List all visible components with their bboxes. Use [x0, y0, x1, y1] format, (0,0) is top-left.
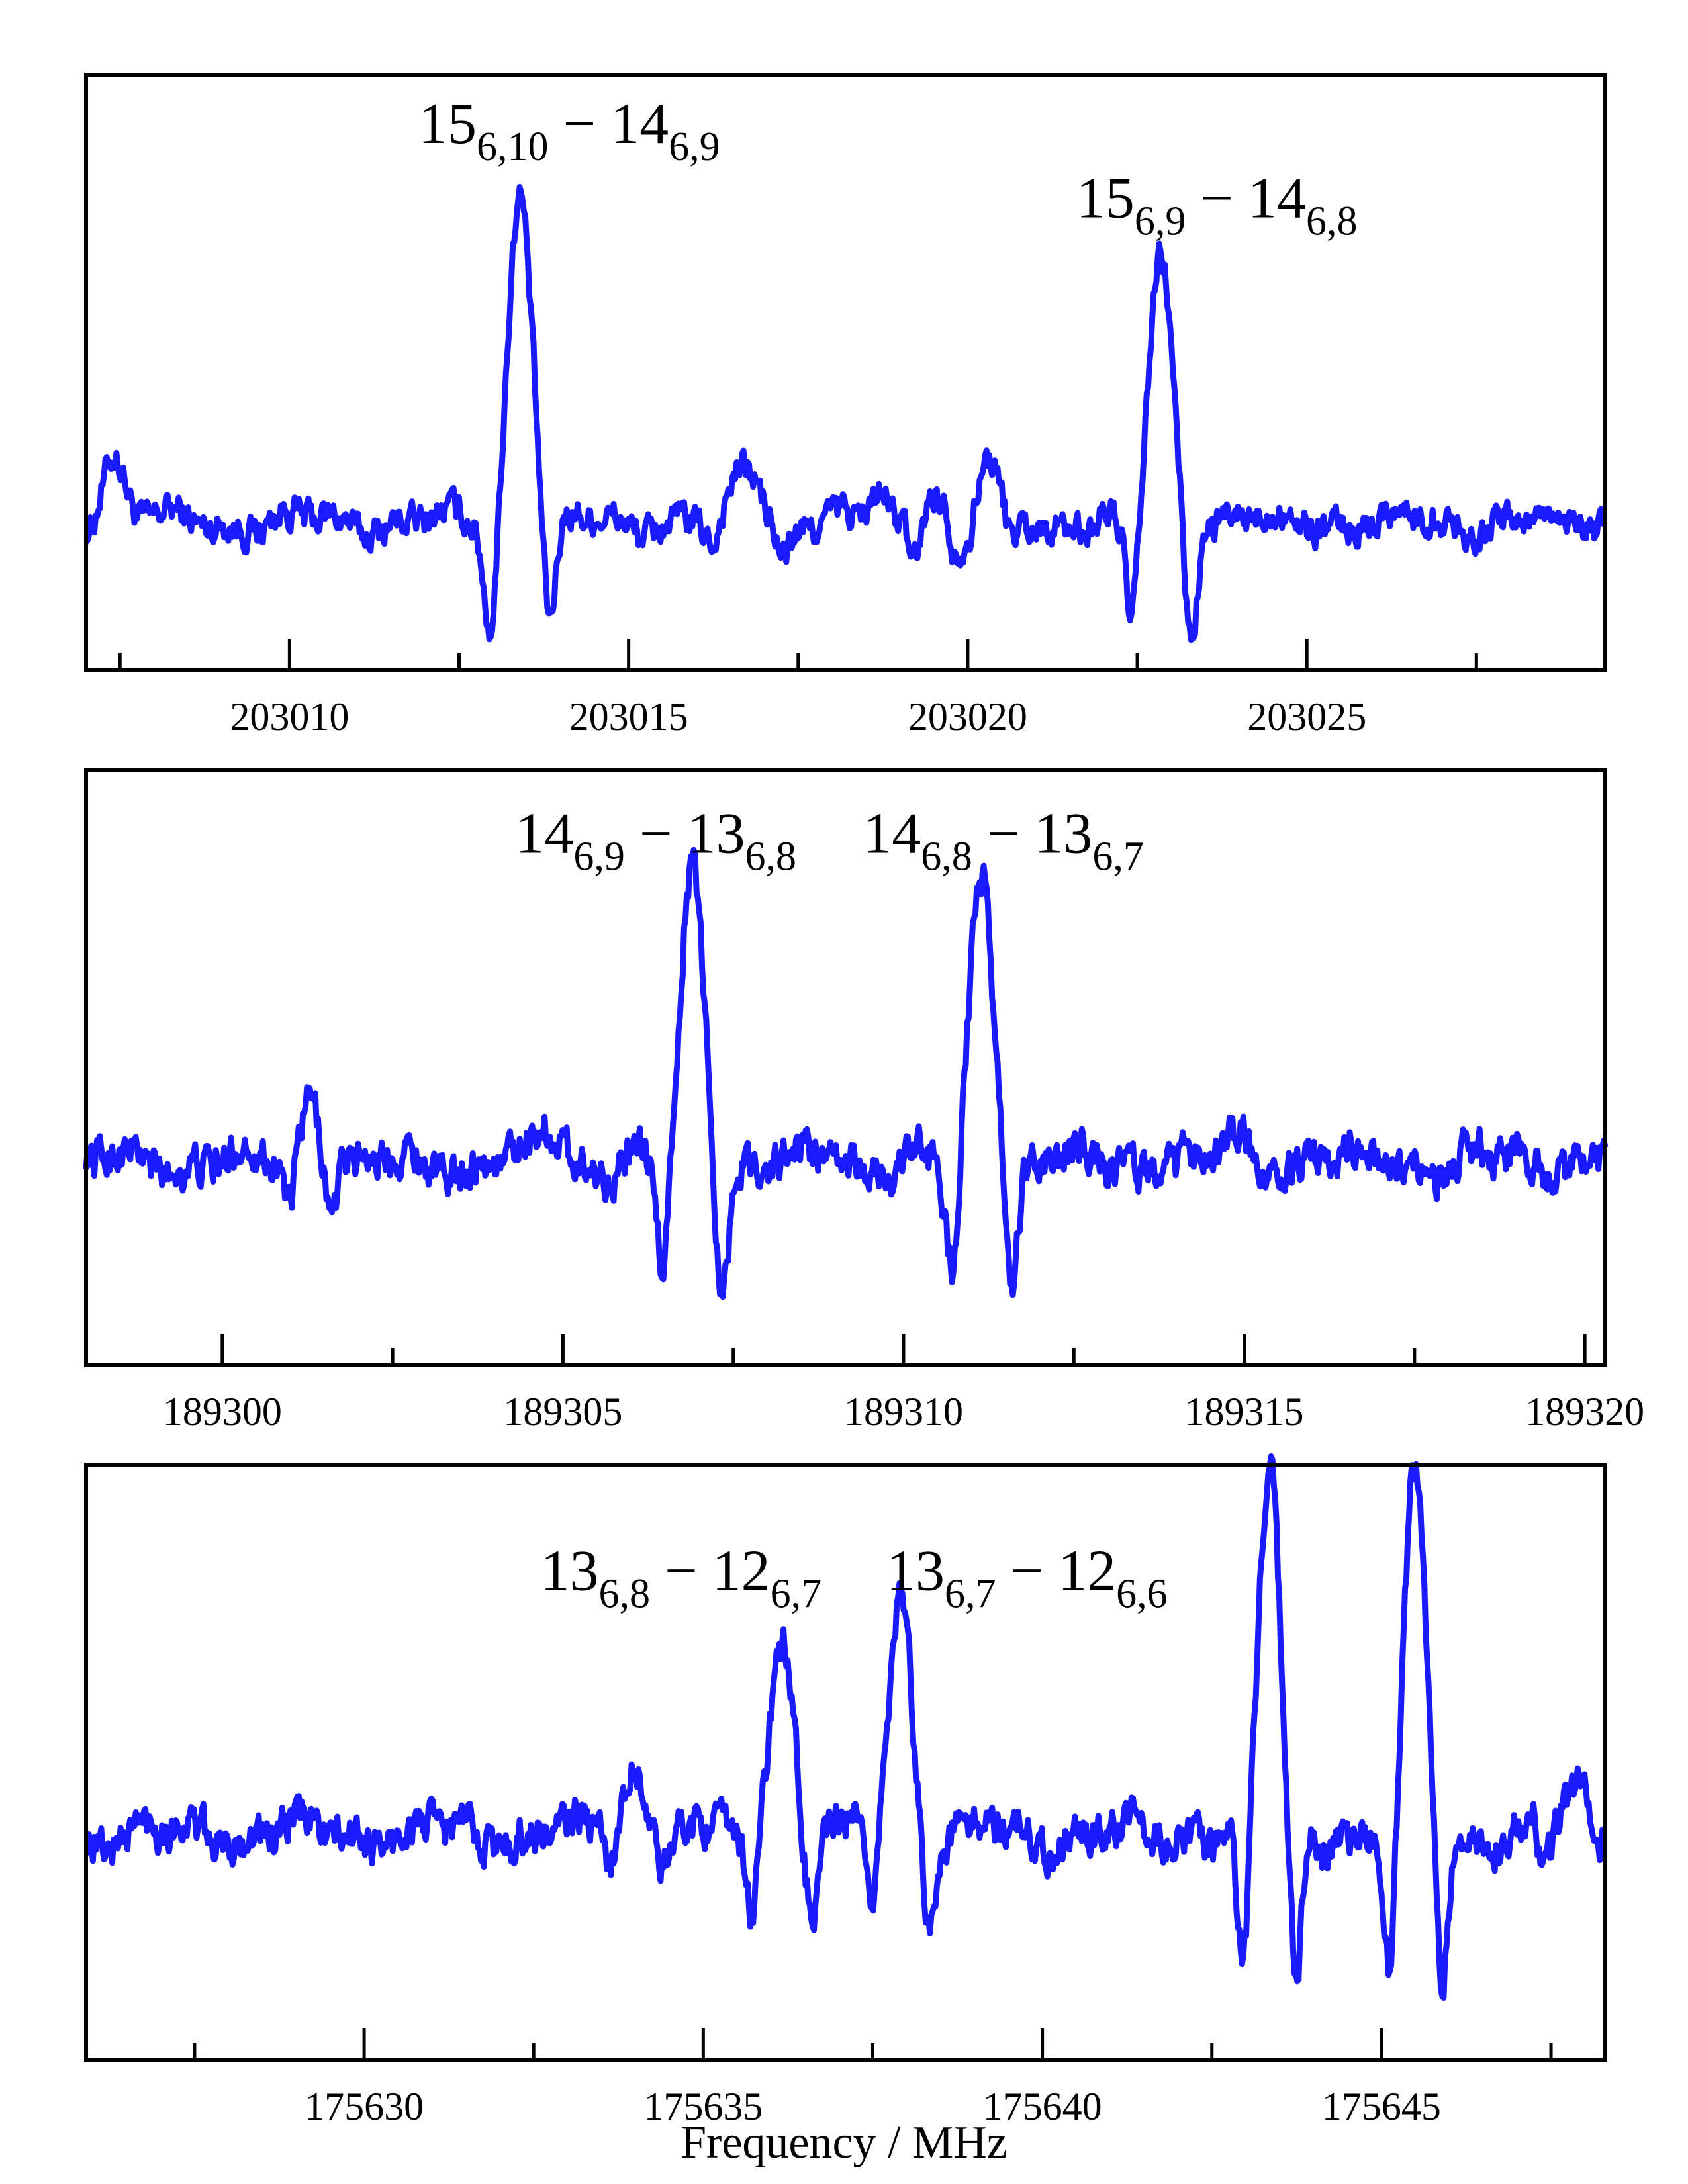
x-tick-label: 203010 [230, 695, 349, 739]
spectrum-line [83, 846, 1609, 1300]
spectrum-line [83, 184, 1607, 643]
plot-frame [84, 768, 1607, 1367]
transition-label: 156,9 − 146,8 [1076, 167, 1358, 244]
transition-label: 156,10 − 146,9 [418, 92, 720, 169]
x-tick-label: 189305 [503, 1390, 622, 1433]
x-tick-label: 175635 [643, 2085, 763, 2128]
spectrum-line [84, 1453, 1607, 2001]
x-tick-label: 175640 [983, 2085, 1102, 2128]
transition-label: 136,8 − 126,7 [540, 1539, 821, 1616]
transition-label: 146,8 − 136,7 [863, 801, 1144, 879]
x-tick-label: 175645 [1322, 2085, 1441, 2128]
transition-label: 136,7 − 126,6 [886, 1539, 1168, 1616]
x-tick-label: 203025 [1247, 695, 1366, 739]
spectrum-panel-1: 203010 203015 203020 203025 156,10 − 146,9 15… [83, 73, 1607, 739]
x-tick-label: 203020 [908, 695, 1027, 739]
x-tick-label: 189320 [1525, 1390, 1644, 1433]
spectrum-panel-2: 189300 189305 189310 189315 189320 146,9 − 13… [83, 768, 1644, 1433]
x-tick-label: 189300 [163, 1390, 282, 1433]
spectrum-panel-3: 175630 175635 175640 175645 136,8 − 126,7 136… [84, 1453, 1607, 2128]
plot-frame [84, 1463, 1607, 2062]
x-tick-label: 203015 [569, 695, 688, 739]
x-tick-label: 189315 [1185, 1390, 1304, 1433]
x-tick-label: 175630 [305, 2085, 424, 2128]
transition-label: 146,9 − 136,8 [515, 801, 796, 879]
x-axis-label: Frequency / MHz [680, 2117, 1008, 2168]
plot-frame [84, 73, 1607, 672]
x-tick-label: 189310 [844, 1390, 963, 1433]
